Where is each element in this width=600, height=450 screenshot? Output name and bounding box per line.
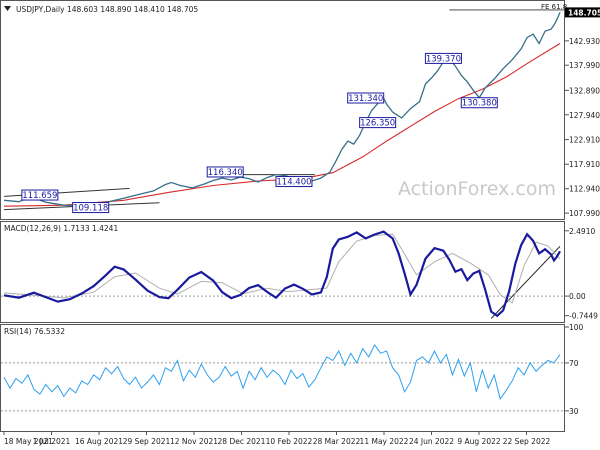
price-level-label: 131.340	[347, 92, 385, 104]
price-level-text: 126.350	[360, 119, 395, 129]
price-level-text: 139.370	[426, 54, 461, 64]
price-tick-label: 127.940	[569, 111, 600, 120]
rsi-layer	[1, 344, 564, 412]
rsi-tick-label: 100	[569, 323, 584, 332]
rsi-panel-title: RSI(14) 76.5332	[4, 327, 65, 336]
watermark: ActionForex.com	[398, 178, 556, 200]
price-level-box	[72, 202, 110, 214]
price-level-text: 131.340	[348, 94, 383, 104]
x-tick-label: 22 Sep 2022	[503, 437, 551, 446]
price-tick-label: 142.930	[569, 37, 600, 46]
price-level-box	[460, 97, 498, 109]
price-tick-label: 122.910	[569, 136, 600, 145]
price-tick-label: 107.990	[569, 209, 600, 218]
x-tick-label: 1 Jul 2021	[33, 437, 71, 446]
price-level-label: 114.400	[275, 176, 313, 188]
rsi-tick-label: 30	[569, 407, 579, 416]
price-tick-label: 137.990	[569, 61, 600, 70]
price-tick-label: 112.940	[569, 185, 600, 194]
price-level-label: 116.340	[206, 166, 244, 178]
macd-tick-label: 2.4910	[569, 227, 595, 236]
price-level-text: 116.340	[208, 168, 243, 178]
x-tick-label: 12 Nov 2021	[170, 437, 218, 446]
price-level-box	[359, 117, 397, 129]
macd-tick-label: -0.7449	[569, 312, 598, 321]
x-tick-label: 11 May 2022	[360, 437, 409, 446]
macd-tick-label: 0.00	[569, 292, 586, 301]
x-tick-label: 29 Sep 2021	[123, 437, 171, 446]
macd-panel	[0, 221, 565, 323]
price-level-box	[21, 189, 59, 201]
current-price-label: 148.705	[568, 8, 600, 17]
price-level-text: 109.118	[73, 204, 108, 214]
rsi-line	[3, 344, 561, 401]
macd-line	[3, 230, 561, 318]
axis-layer: 107.990 112.940 117.910 122.910 127.940 132.8…	[3, 7, 600, 446]
collapse-triangle-icon[interactable]	[4, 6, 11, 11]
fe-level-label: FE 61.8	[541, 3, 567, 11]
moving-average-line	[3, 43, 561, 207]
current-price-tag	[565, 7, 600, 18]
price-level-box	[424, 52, 462, 64]
rsi-tick-label: 70	[569, 359, 579, 368]
price-level-label: 109.118	[72, 202, 110, 214]
price-level-box	[347, 92, 385, 104]
x-tick-label: 28 Mar 2022	[313, 437, 361, 446]
price-panel-title: USDJPY,Daily 148.603 148.890 148.410 148…	[16, 5, 198, 14]
price-layer: FE 61.8 111.659 109.118 116.340 114.400 126.3…	[3, 3, 567, 214]
price-level-label: 126.350	[359, 117, 397, 129]
x-tick-label: 28 Dec 2021	[218, 437, 266, 446]
price-level-text: 130.380	[462, 99, 497, 109]
x-tick-label: 24 Jun 2022	[409, 437, 454, 446]
price-line	[3, 12, 561, 208]
price-level-text: 111.659	[22, 191, 57, 201]
price-level-label: 130.380	[460, 97, 498, 109]
price-level-label: 139.370	[424, 52, 462, 64]
x-tick-label: 10 Feb 2022	[266, 437, 313, 446]
x-tick-label: 18 May 2021	[4, 437, 53, 446]
macd-signal-line	[3, 233, 561, 304]
price-level-text: 114.400	[276, 178, 311, 188]
macd-panel-title: MACD(12,26,9) 1.7133 1.4241	[4, 224, 118, 233]
price-level-box	[206, 166, 244, 178]
rsi-panel	[0, 324, 565, 432]
macd-layer	[1, 230, 564, 319]
macd-trendline	[490, 245, 561, 319]
price-tick-label: 132.890	[569, 86, 600, 95]
x-tick-label: 16 Aug 2021	[75, 437, 123, 446]
x-tick-label: 9 Aug 2022	[457, 437, 500, 446]
price-level-box	[275, 176, 313, 188]
price-tick-label: 117.910	[569, 160, 600, 169]
price-level-label: 111.659	[21, 189, 59, 201]
